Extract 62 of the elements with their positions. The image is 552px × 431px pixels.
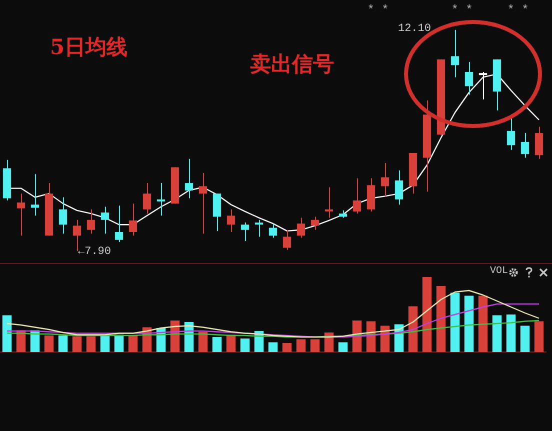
- candlestick: [534, 126, 544, 160]
- candlestick: [226, 208, 236, 232]
- candlestick: [310, 216, 320, 230]
- candlestick: [282, 229, 292, 250]
- candlestick: [254, 219, 264, 238]
- bar: [296, 339, 306, 352]
- annotation: 卖出信号: [250, 50, 334, 76]
- bar: [436, 286, 446, 352]
- candlestick: [114, 205, 124, 242]
- text: * *: [507, 3, 529, 18]
- candlestick: [212, 193, 222, 232]
- bar: [464, 296, 474, 352]
- candlestick: [450, 29, 460, 78]
- bar: [114, 334, 124, 352]
- candlestick: [380, 162, 390, 197]
- bar: [72, 336, 82, 352]
- bar: [44, 336, 54, 352]
- candlestick: [156, 182, 166, 216]
- candlestick: [268, 223, 278, 238]
- candlestick: [86, 208, 96, 234]
- candlestick: [464, 61, 474, 96]
- candlestick: [520, 132, 530, 158]
- bar: [450, 292, 460, 352]
- annotation: ←7.90: [78, 246, 112, 258]
- candlestick: [16, 193, 26, 236]
- candlestick: [352, 178, 362, 214]
- bar: [58, 336, 68, 352]
- bar: [212, 337, 222, 352]
- bar: [240, 338, 250, 352]
- bar: [268, 342, 278, 352]
- candlestick: [324, 186, 334, 218]
- bar: [226, 334, 236, 352]
- text: * *: [367, 3, 389, 18]
- bar: [520, 326, 530, 352]
- bar: [478, 296, 488, 352]
- bar: [506, 314, 516, 352]
- bar: [422, 277, 432, 352]
- chart-title: VOL: [490, 266, 508, 277]
- candlestick: [394, 170, 404, 206]
- bar: [338, 342, 348, 352]
- candlestick: [100, 206, 110, 234]
- bar: [2, 315, 12, 352]
- bar: [282, 343, 292, 352]
- candlestick: [30, 174, 40, 216]
- candlestick: [128, 203, 138, 236]
- bar: [492, 315, 502, 352]
- annotation: 12.10: [398, 22, 431, 35]
- text: * *: [451, 3, 473, 18]
- bar: [100, 336, 110, 352]
- candlestick: [142, 182, 152, 214]
- candlestick: [240, 222, 250, 242]
- bar: [86, 336, 96, 352]
- candlestick: [184, 158, 194, 199]
- bar: [534, 321, 544, 352]
- bar: [310, 339, 320, 352]
- annotation: 5日均线: [50, 34, 128, 59]
- candlestick: [58, 196, 68, 234]
- bar: [198, 332, 208, 352]
- candlestick: [506, 117, 516, 150]
- candlestick: [296, 217, 306, 238]
- bar: [128, 336, 138, 352]
- candlestick: [198, 172, 208, 234]
